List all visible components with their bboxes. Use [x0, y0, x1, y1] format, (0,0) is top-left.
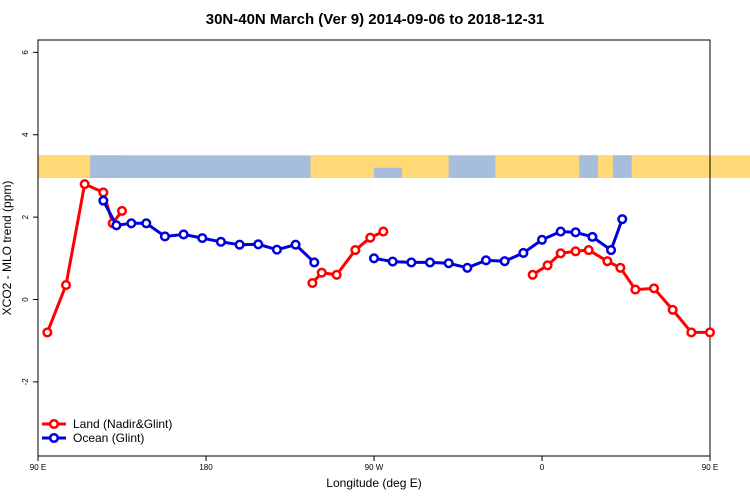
- map-land: [598, 155, 613, 178]
- data-point: [542, 260, 553, 271]
- map-land: [495, 155, 580, 178]
- y-tick-label: 4: [21, 132, 30, 137]
- data-point: [387, 256, 398, 267]
- data-point: [307, 277, 318, 289]
- data-point: [443, 258, 454, 269]
- data-point: [406, 257, 417, 268]
- data-point: [617, 214, 628, 225]
- world-map-strip: [38, 155, 750, 178]
- data-point: [98, 187, 109, 198]
- data-point: [253, 239, 264, 250]
- map-ocean: [374, 167, 402, 178]
- data-point: [630, 284, 641, 295]
- data-point: [331, 269, 342, 280]
- chart-title: 30N-40N March (Ver 9) 2014-09-06 to 2018…: [206, 11, 545, 28]
- data-point: [309, 257, 320, 268]
- series-line: [102, 199, 316, 264]
- map-land: [631, 155, 750, 178]
- data-point: [42, 327, 53, 338]
- data-point: [234, 239, 245, 250]
- data-point: [704, 327, 716, 338]
- data-point: [583, 245, 594, 256]
- data-point: [178, 229, 189, 240]
- data-point: [159, 231, 170, 242]
- data-point: [368, 253, 380, 264]
- data-point: [555, 226, 566, 237]
- series-1: [98, 195, 628, 273]
- series-line: [531, 248, 710, 334]
- y-tick-label: 6: [21, 50, 30, 55]
- data-point: [570, 246, 581, 257]
- data-point: [111, 220, 122, 231]
- y-tick-label: 0: [21, 297, 30, 302]
- data-point: [98, 195, 109, 206]
- y-tick-label: -2: [21, 378, 30, 386]
- data-point: [606, 245, 617, 256]
- data-point: [686, 327, 697, 338]
- data-point: [499, 256, 510, 267]
- data-point: [424, 257, 436, 268]
- x-tick-label: 90 W: [365, 463, 384, 472]
- series-layer: [42, 179, 716, 338]
- data-point: [462, 262, 473, 273]
- legend-label: Ocean (Glint): [73, 431, 144, 445]
- map-ocean: [90, 155, 122, 178]
- data-point: [555, 248, 566, 259]
- data-point: [527, 269, 538, 280]
- series-0: [42, 179, 716, 338]
- x-tick-label: 90 E: [30, 463, 46, 472]
- data-point: [480, 255, 492, 266]
- x-tick-label: 0: [540, 463, 545, 472]
- legend-label: Land (Nadir&Glint): [73, 417, 172, 431]
- map-ocean: [579, 155, 598, 167]
- data-point: [570, 227, 581, 238]
- data-point: [316, 267, 327, 278]
- legend-marker: [48, 418, 60, 430]
- y-tick-label: 2: [21, 214, 30, 219]
- legend-marker: [48, 432, 60, 444]
- data-point: [365, 232, 376, 243]
- x-axis-label: Longitude (deg E): [326, 476, 421, 490]
- data-point: [518, 247, 529, 258]
- data-point: [615, 262, 626, 273]
- series-line: [45, 182, 124, 333]
- data-point: [602, 256, 613, 267]
- data-point: [141, 218, 152, 229]
- data-point: [271, 244, 282, 255]
- x-axis: 90 E 180 90 W 0 90 E: [30, 456, 718, 472]
- data-point: [60, 280, 72, 291]
- y-axis-label: XCO2 - MLO trend (ppm): [0, 181, 14, 316]
- y-axis: -2 0 2 4 6: [21, 50, 38, 386]
- data-point: [378, 226, 389, 237]
- data-point: [126, 218, 137, 229]
- map-ocean: [612, 155, 632, 168]
- map-land: [38, 155, 91, 178]
- data-point: [587, 231, 598, 242]
- data-point: [648, 283, 660, 294]
- data-point: [116, 205, 128, 216]
- data-point: [536, 234, 548, 245]
- data-point: [197, 233, 208, 244]
- data-point: [350, 245, 361, 256]
- data-point: [290, 239, 301, 250]
- data-point: [79, 179, 90, 190]
- legend: Land (Nadir&Glint)Ocean (Glint): [42, 417, 172, 445]
- data-point: [667, 304, 678, 315]
- data-point: [215, 236, 226, 247]
- x-tick-label: 180: [199, 463, 213, 472]
- x-tick-label: 90 E: [702, 463, 718, 472]
- map-land: [310, 155, 449, 178]
